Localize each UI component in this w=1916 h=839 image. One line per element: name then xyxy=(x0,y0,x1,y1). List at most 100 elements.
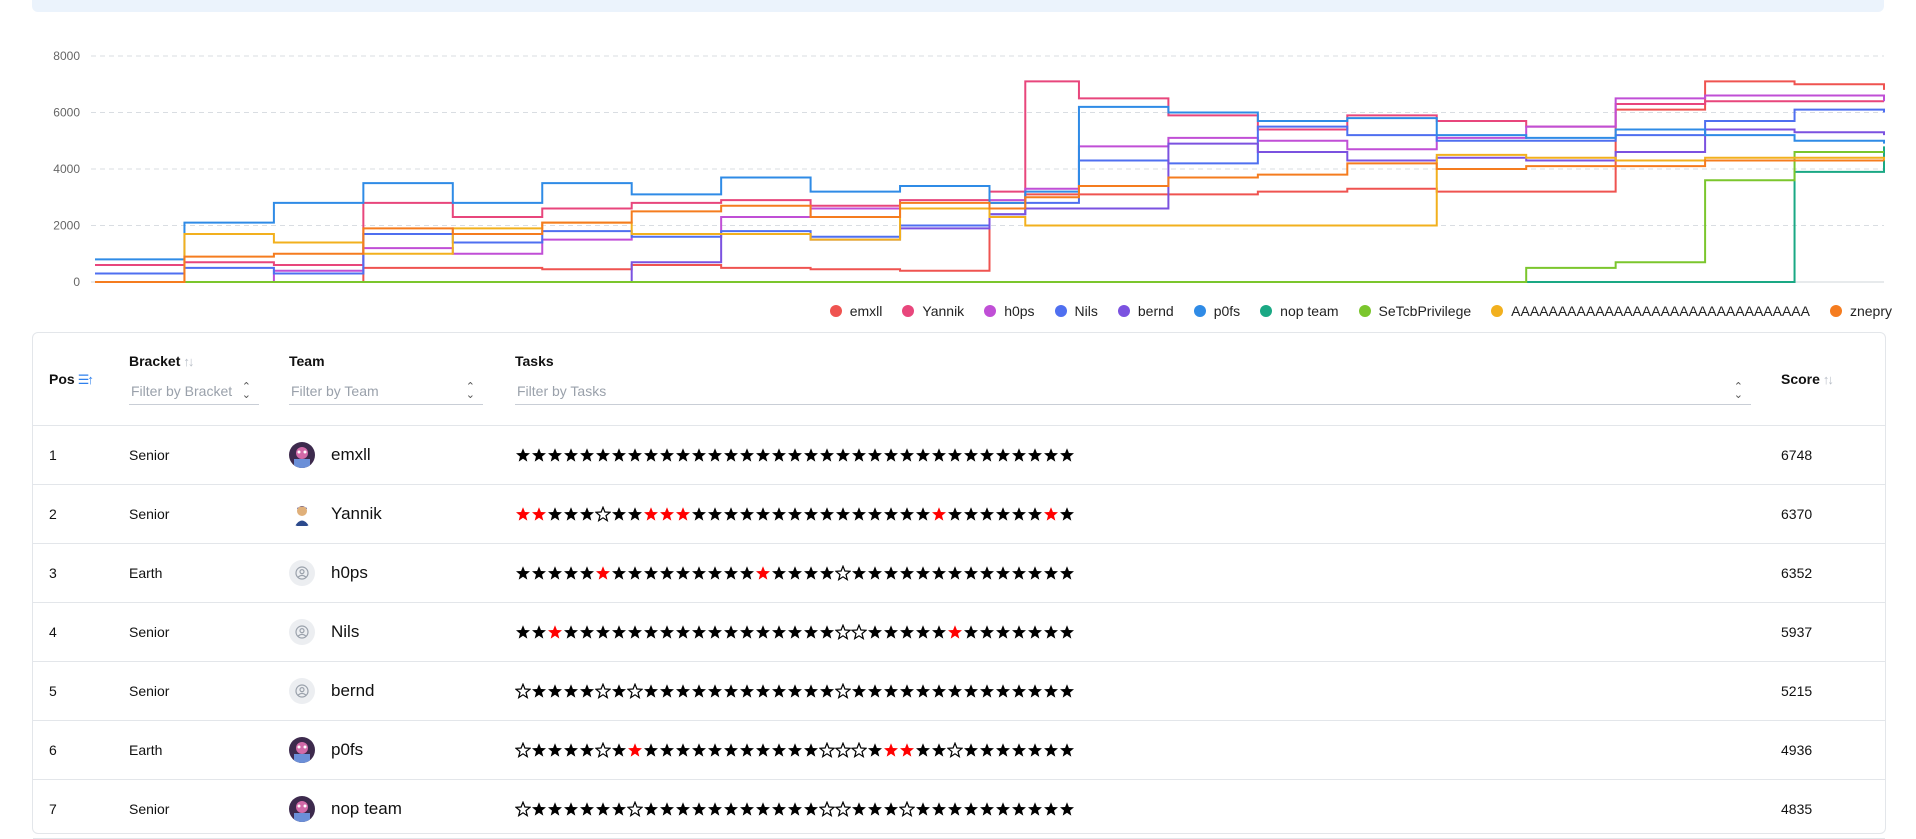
star-solved-icon[interactable] xyxy=(563,565,579,581)
star-solved-icon[interactable] xyxy=(995,565,1011,581)
column-header-score[interactable]: Score ↑↓ xyxy=(1781,371,1834,387)
star-solved-icon[interactable] xyxy=(515,624,531,640)
star-solved-icon[interactable] xyxy=(883,624,899,640)
star-solved-icon[interactable] xyxy=(707,683,723,699)
star-solved-icon[interactable] xyxy=(531,624,547,640)
star-solved-icon[interactable] xyxy=(979,447,995,463)
star-unsolved-icon[interactable] xyxy=(851,742,867,758)
star-solved-icon[interactable] xyxy=(979,565,995,581)
star-solved-icon[interactable] xyxy=(1043,624,1059,640)
star-solved-icon[interactable] xyxy=(739,683,755,699)
star-solved-icon[interactable] xyxy=(707,565,723,581)
star-solved-icon[interactable] xyxy=(723,447,739,463)
star-first-blood-icon[interactable] xyxy=(547,624,563,640)
star-solved-icon[interactable] xyxy=(1059,565,1075,581)
star-solved-icon[interactable] xyxy=(723,801,739,817)
star-solved-icon[interactable] xyxy=(563,683,579,699)
star-solved-icon[interactable] xyxy=(915,742,931,758)
star-solved-icon[interactable] xyxy=(1011,742,1027,758)
star-solved-icon[interactable] xyxy=(771,624,787,640)
star-solved-icon[interactable] xyxy=(531,447,547,463)
star-solved-icon[interactable] xyxy=(691,506,707,522)
star-solved-icon[interactable] xyxy=(1011,565,1027,581)
star-solved-icon[interactable] xyxy=(579,447,595,463)
team-filter[interactable]: Filter by Team ⌃ ⌄ xyxy=(289,377,483,405)
star-solved-icon[interactable] xyxy=(995,624,1011,640)
star-solved-icon[interactable] xyxy=(515,565,531,581)
star-solved-icon[interactable] xyxy=(787,742,803,758)
star-solved-icon[interactable] xyxy=(931,683,947,699)
star-solved-icon[interactable] xyxy=(787,447,803,463)
star-solved-icon[interactable] xyxy=(739,506,755,522)
star-first-blood-icon[interactable] xyxy=(531,506,547,522)
star-solved-icon[interactable] xyxy=(931,447,947,463)
star-solved-icon[interactable] xyxy=(611,447,627,463)
star-solved-icon[interactable] xyxy=(675,683,691,699)
star-solved-icon[interactable] xyxy=(659,565,675,581)
bracket-filter[interactable]: Filter by Bracket ⌃ ⌄ xyxy=(129,377,259,405)
star-solved-icon[interactable] xyxy=(531,801,547,817)
sort-icon[interactable]: ↑↓ xyxy=(183,354,194,369)
table-row[interactable]: 7 Senior nop team 4835 xyxy=(33,780,1885,839)
star-solved-icon[interactable] xyxy=(755,742,771,758)
star-solved-icon[interactable] xyxy=(643,447,659,463)
star-solved-icon[interactable] xyxy=(867,506,883,522)
star-solved-icon[interactable] xyxy=(675,801,691,817)
star-solved-icon[interactable] xyxy=(867,447,883,463)
star-solved-icon[interactable] xyxy=(867,565,883,581)
star-solved-icon[interactable] xyxy=(819,565,835,581)
star-solved-icon[interactable] xyxy=(1011,801,1027,817)
star-solved-icon[interactable] xyxy=(851,506,867,522)
star-first-blood-icon[interactable] xyxy=(883,742,899,758)
star-solved-icon[interactable] xyxy=(803,683,819,699)
star-solved-icon[interactable] xyxy=(755,447,771,463)
star-unsolved-icon[interactable] xyxy=(819,801,835,817)
star-unsolved-icon[interactable] xyxy=(627,683,643,699)
star-solved-icon[interactable] xyxy=(931,624,947,640)
team-name[interactable]: nop team xyxy=(331,799,402,818)
star-solved-icon[interactable] xyxy=(579,565,595,581)
star-solved-icon[interactable] xyxy=(579,506,595,522)
star-solved-icon[interactable] xyxy=(723,565,739,581)
star-solved-icon[interactable] xyxy=(963,506,979,522)
star-solved-icon[interactable] xyxy=(707,742,723,758)
star-solved-icon[interactable] xyxy=(915,801,931,817)
star-solved-icon[interactable] xyxy=(723,742,739,758)
legend-item[interactable]: h0ps xyxy=(984,303,1035,319)
star-solved-icon[interactable] xyxy=(915,624,931,640)
star-solved-icon[interactable] xyxy=(979,683,995,699)
star-solved-icon[interactable] xyxy=(771,801,787,817)
table-row[interactable]: 1 Senior emxll 6748 xyxy=(33,426,1885,485)
star-solved-icon[interactable] xyxy=(803,742,819,758)
star-solved-icon[interactable] xyxy=(867,683,883,699)
star-first-blood-icon[interactable] xyxy=(515,506,531,522)
star-solved-icon[interactable] xyxy=(1011,683,1027,699)
star-solved-icon[interactable] xyxy=(563,506,579,522)
star-solved-icon[interactable] xyxy=(947,565,963,581)
star-solved-icon[interactable] xyxy=(883,565,899,581)
table-row[interactable]: 6 Earth p0fs 4936 xyxy=(33,721,1885,780)
star-solved-icon[interactable] xyxy=(883,683,899,699)
star-solved-icon[interactable] xyxy=(547,801,563,817)
star-solved-icon[interactable] xyxy=(835,506,851,522)
star-solved-icon[interactable] xyxy=(819,447,835,463)
star-solved-icon[interactable] xyxy=(803,506,819,522)
star-solved-icon[interactable] xyxy=(643,801,659,817)
star-solved-icon[interactable] xyxy=(707,447,723,463)
star-solved-icon[interactable] xyxy=(819,683,835,699)
star-solved-icon[interactable] xyxy=(803,801,819,817)
star-solved-icon[interactable] xyxy=(963,565,979,581)
star-unsolved-icon[interactable] xyxy=(851,624,867,640)
star-solved-icon[interactable] xyxy=(707,801,723,817)
legend-item[interactable]: SeTcbPrivilege xyxy=(1358,303,1471,319)
star-solved-icon[interactable] xyxy=(995,683,1011,699)
team-cell[interactable]: h0ps xyxy=(289,544,368,602)
star-solved-icon[interactable] xyxy=(1059,801,1075,817)
star-solved-icon[interactable] xyxy=(675,447,691,463)
star-unsolved-icon[interactable] xyxy=(819,742,835,758)
star-solved-icon[interactable] xyxy=(691,565,707,581)
star-solved-icon[interactable] xyxy=(563,742,579,758)
star-solved-icon[interactable] xyxy=(787,565,803,581)
legend-item[interactable]: Nils xyxy=(1054,303,1098,319)
star-solved-icon[interactable] xyxy=(755,506,771,522)
